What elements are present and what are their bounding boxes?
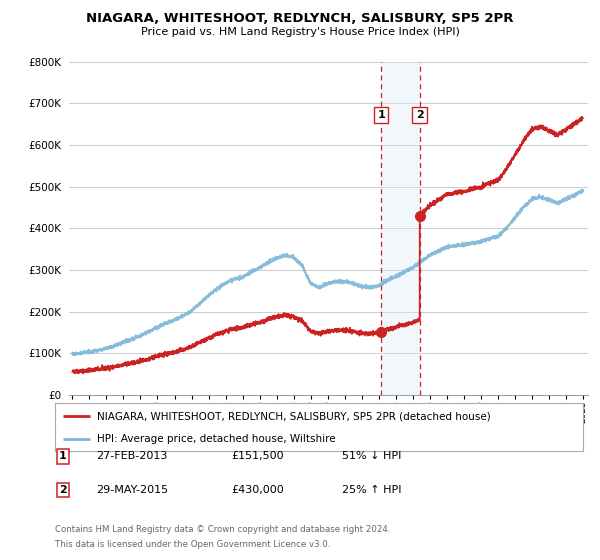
Text: NIAGARA, WHITESHOOT, REDLYNCH, SALISBURY, SP5 2PR: NIAGARA, WHITESHOOT, REDLYNCH, SALISBURY… bbox=[86, 12, 514, 25]
Text: 2: 2 bbox=[59, 485, 67, 495]
Text: 1: 1 bbox=[377, 110, 385, 120]
Text: 1: 1 bbox=[59, 451, 67, 461]
Text: £151,500: £151,500 bbox=[231, 451, 284, 461]
Text: Price paid vs. HM Land Registry's House Price Index (HPI): Price paid vs. HM Land Registry's House … bbox=[140, 27, 460, 37]
Text: HPI: Average price, detached house, Wiltshire: HPI: Average price, detached house, Wilt… bbox=[97, 434, 336, 444]
Text: 29-MAY-2015: 29-MAY-2015 bbox=[96, 485, 168, 495]
Text: 2: 2 bbox=[416, 110, 424, 120]
Text: 51% ↓ HPI: 51% ↓ HPI bbox=[342, 451, 401, 461]
Text: NIAGARA, WHITESHOOT, REDLYNCH, SALISBURY, SP5 2PR (detached house): NIAGARA, WHITESHOOT, REDLYNCH, SALISBURY… bbox=[97, 411, 491, 421]
Text: Contains HM Land Registry data © Crown copyright and database right 2024.: Contains HM Land Registry data © Crown c… bbox=[55, 525, 391, 534]
Text: 27-FEB-2013: 27-FEB-2013 bbox=[96, 451, 167, 461]
Text: This data is licensed under the Open Government Licence v3.0.: This data is licensed under the Open Gov… bbox=[55, 540, 331, 549]
Text: £430,000: £430,000 bbox=[231, 485, 284, 495]
Bar bbox=[381, 62, 420, 395]
Text: 25% ↑ HPI: 25% ↑ HPI bbox=[342, 485, 401, 495]
